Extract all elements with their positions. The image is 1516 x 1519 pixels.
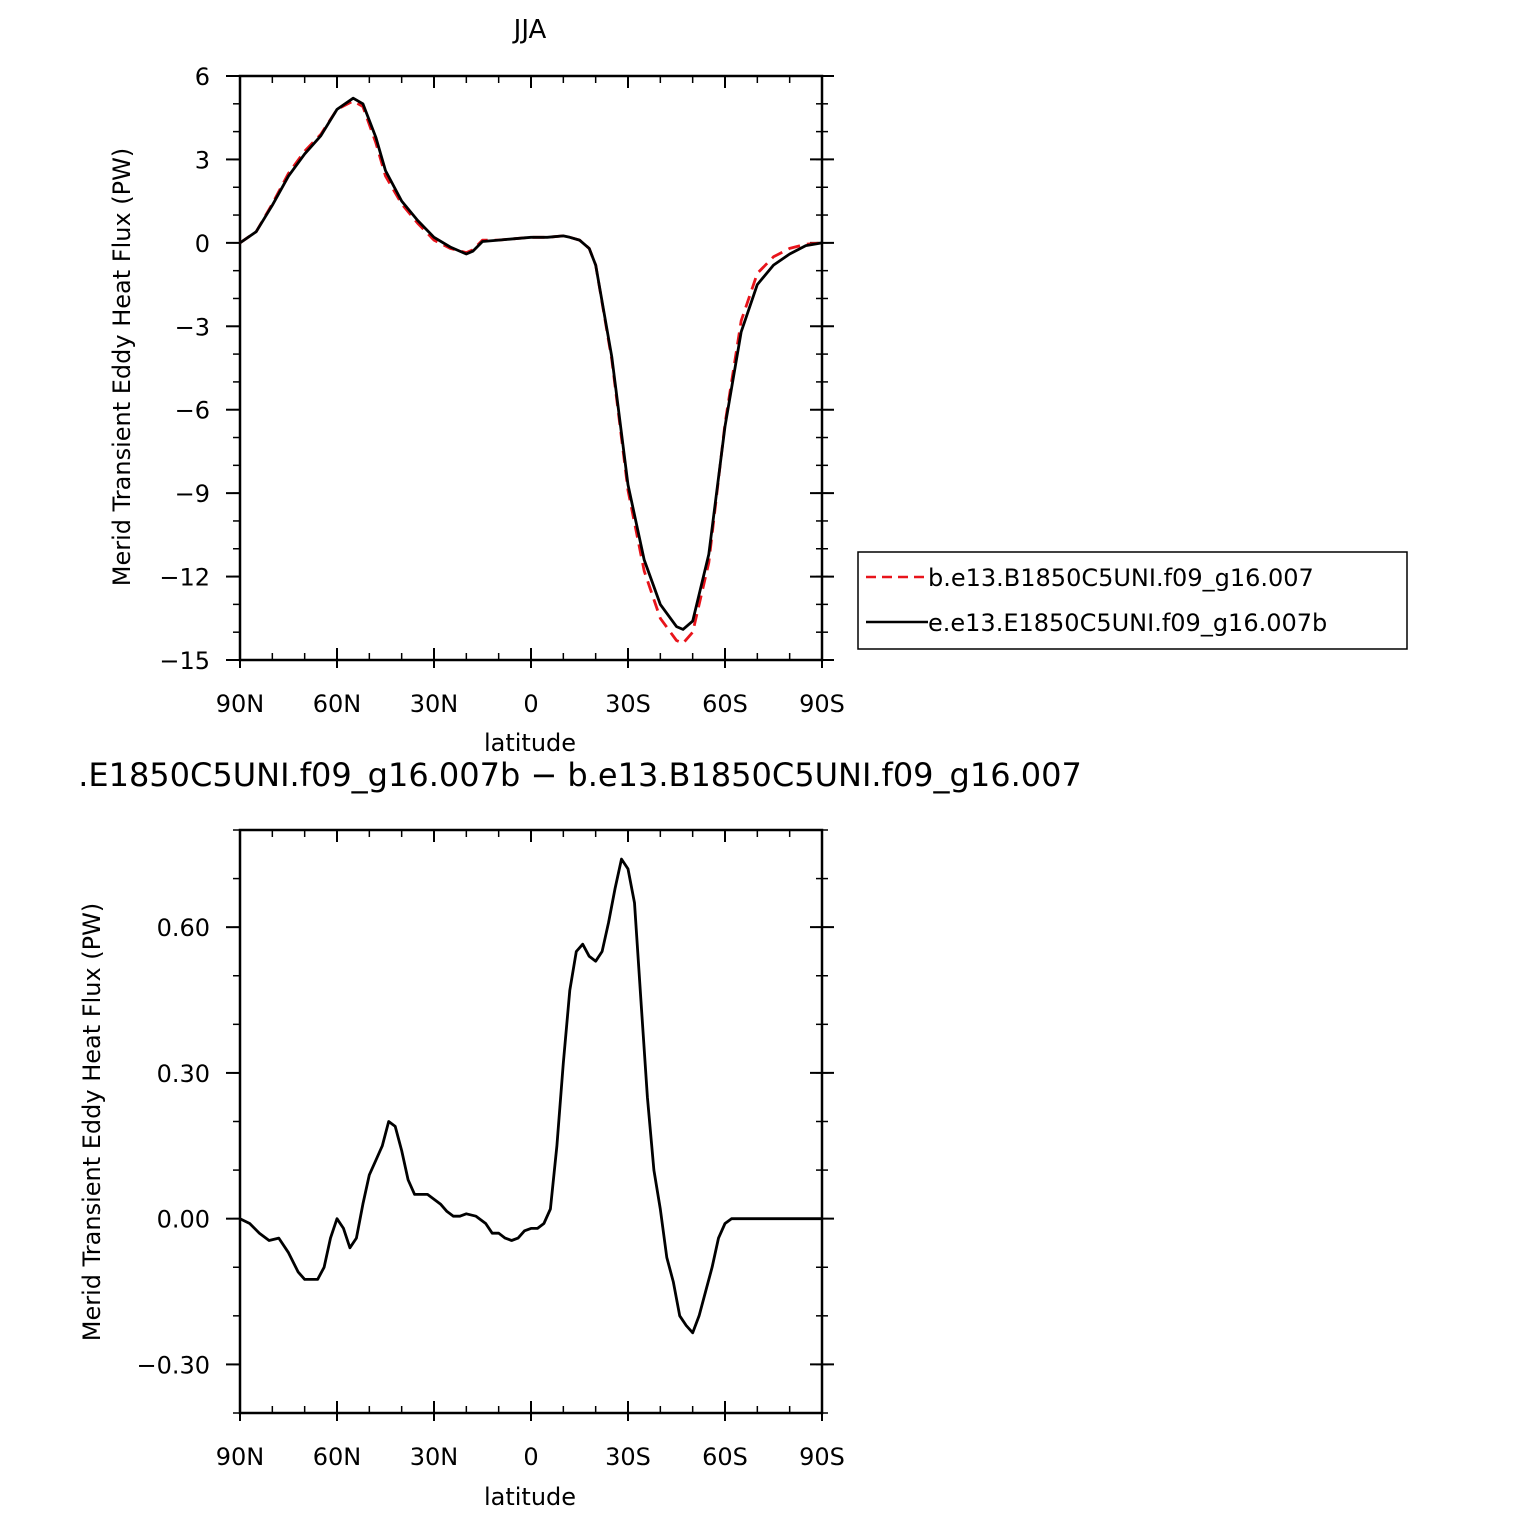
plot-frame xyxy=(238,828,824,1415)
bottom-chart-title: .E1850C5UNI.f09_g16.007b − b.e13.B1850C5… xyxy=(78,756,1082,794)
legend-box xyxy=(857,551,1408,650)
top-x-axis-label: latitude xyxy=(484,729,576,757)
x-tick-label: 0 xyxy=(523,690,538,718)
y-tick-label: 0.60 xyxy=(157,914,210,942)
y-tick-label: −12 xyxy=(159,564,210,592)
y-tick-label: −15 xyxy=(159,647,210,675)
top-y-axis-label: Merid Transient Eddy Heat Flux (PW) xyxy=(108,148,136,586)
bottom-y-axis-label: Merid Transient Eddy Heat Flux (PW) xyxy=(78,903,106,1341)
x-tick-label: 60S xyxy=(702,1443,748,1471)
top-chart-title: JJA xyxy=(512,15,547,45)
y-tick-label: −6 xyxy=(175,397,210,425)
top-panel: JJA Merid Transient Eddy Heat Flux (PW) … xyxy=(108,15,1408,757)
y-tick-label: 3 xyxy=(195,146,210,174)
series-line-1 xyxy=(239,857,822,1335)
x-tick-label: 90S xyxy=(799,1443,845,1471)
x-tick-label: 30S xyxy=(605,690,651,718)
bottom-axes: 90N 60N 30N 0 30S 60S 90S 0.60 0.30 0.00 −0.30 xyxy=(136,828,845,1471)
x-tick-label: 60N xyxy=(313,1443,362,1471)
y-tick-label: −9 xyxy=(175,480,210,508)
x-tick-label: 90S xyxy=(799,690,845,718)
x-tick-label: 30N xyxy=(410,690,459,718)
x-tick-label: 0 xyxy=(523,1443,538,1471)
bottom-panel: .E1850C5UNI.f09_g16.007b − b.e13.B1850C5… xyxy=(78,756,1082,1511)
top-series-lines xyxy=(239,96,823,645)
legend-label-series-2: e.e13.E1850C5UNI.f09_g16.007b xyxy=(928,609,1327,637)
x-tick-label: 30N xyxy=(410,1443,459,1471)
y-tick-label: 0.30 xyxy=(157,1060,210,1088)
bottom-x-axis-label: latitude xyxy=(484,1483,576,1511)
y-tick-label: 0.00 xyxy=(157,1206,210,1234)
x-tick-label: 90N xyxy=(216,1443,265,1471)
legend-label-series-1: b.e13.B1850C5UNI.f09_g16.007 xyxy=(928,564,1314,592)
y-tick-label: −0.30 xyxy=(136,1351,210,1379)
bottom-series-lines xyxy=(239,857,822,1335)
x-tick-label: 60S xyxy=(702,690,748,718)
x-tick-label: 30S xyxy=(605,1443,651,1471)
x-tick-label: 90N xyxy=(216,690,265,718)
y-tick-label: 6 xyxy=(195,63,210,91)
series-line-2 xyxy=(239,96,823,631)
top-legend: b.e13.B1850C5UNI.f09_g16.007 e.e13.E1850… xyxy=(857,551,1408,650)
y-tick-label: 0 xyxy=(195,230,210,258)
x-tick-label: 60N xyxy=(313,690,362,718)
y-tick-label: −3 xyxy=(175,313,210,341)
top-axes: 90N 60N 30N 0 30S 60S 90S 6 3 0 −3 −6 −9 −12 −15 xyxy=(159,63,845,718)
